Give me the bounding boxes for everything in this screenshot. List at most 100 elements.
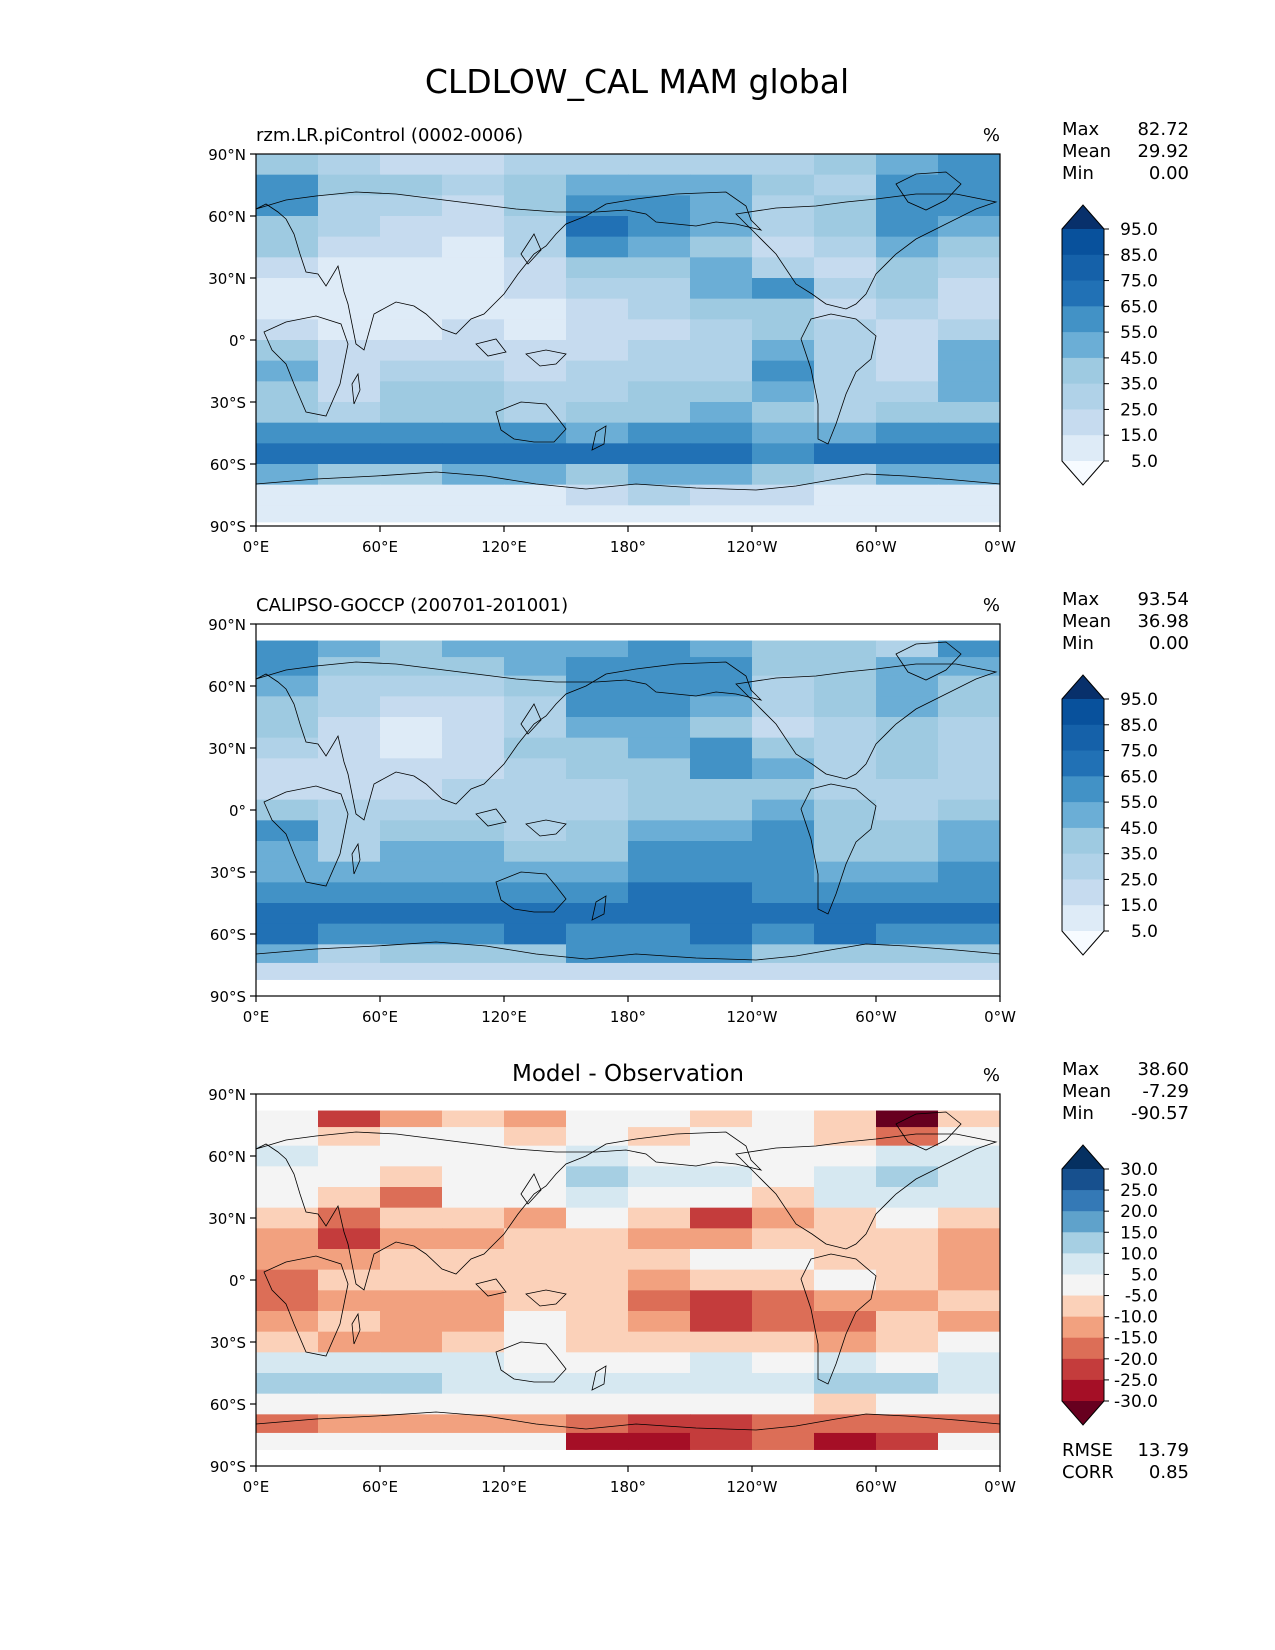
field-cell bbox=[504, 195, 567, 217]
field-cell bbox=[318, 1187, 381, 1209]
field-cell bbox=[876, 278, 939, 300]
colorbar-band bbox=[1062, 1274, 1104, 1297]
stat-label: Mean bbox=[1062, 1081, 1111, 1102]
field-cell bbox=[876, 1207, 939, 1229]
field-cell bbox=[628, 174, 691, 196]
panel-difference-field bbox=[256, 1094, 1000, 1466]
field-cell bbox=[938, 1269, 1000, 1291]
field-cell bbox=[318, 1110, 381, 1128]
field-cell bbox=[318, 1373, 381, 1395]
colorbar-label: 5.0 bbox=[1131, 452, 1158, 472]
field-cell bbox=[318, 257, 381, 279]
colorbar-band bbox=[1062, 229, 1104, 256]
field-cell bbox=[504, 319, 567, 341]
field-cell bbox=[318, 1166, 381, 1188]
field-cell bbox=[256, 505, 319, 523]
field-cell bbox=[566, 799, 629, 821]
field-cell bbox=[876, 799, 939, 821]
field-cell bbox=[566, 484, 629, 506]
field-cell bbox=[566, 841, 629, 863]
field-cell bbox=[380, 1352, 443, 1374]
field-cell bbox=[752, 1228, 815, 1250]
field-cell bbox=[504, 1432, 567, 1450]
field-cell bbox=[380, 1127, 443, 1147]
field-cell bbox=[318, 758, 381, 780]
colorbar-label: 85.0 bbox=[1120, 246, 1158, 266]
field-cell bbox=[752, 1393, 815, 1415]
field-cell bbox=[752, 195, 815, 217]
field-cell bbox=[690, 675, 753, 697]
panel-difference: Model - Observation % 90°N 60°N 30°N 0° 30°S… bbox=[208, 1061, 1016, 1496]
field-cell bbox=[256, 903, 319, 925]
field-cell bbox=[628, 1352, 691, 1374]
stat-label: Max bbox=[1062, 119, 1100, 140]
field-cell bbox=[938, 841, 1000, 863]
field-cell bbox=[566, 443, 629, 465]
colorbar-band bbox=[1062, 332, 1104, 359]
field-cell bbox=[628, 319, 691, 341]
field-cell bbox=[690, 1331, 753, 1353]
field-cell bbox=[380, 923, 443, 945]
colorbar-label: 15.0 bbox=[1120, 426, 1158, 446]
colorbar-extend-max bbox=[1062, 205, 1104, 229]
field-cell bbox=[318, 340, 381, 362]
field-cell bbox=[380, 737, 443, 759]
field-cell bbox=[814, 257, 877, 279]
field-cell bbox=[566, 1187, 629, 1209]
field-cell bbox=[690, 195, 753, 217]
field-cell bbox=[814, 216, 877, 238]
field-cell bbox=[938, 1228, 1000, 1250]
field-cell bbox=[938, 154, 1000, 176]
field-cell bbox=[442, 443, 505, 465]
field-cell bbox=[380, 1249, 443, 1271]
colorbar-label: 65.0 bbox=[1120, 767, 1158, 787]
field-cell bbox=[752, 944, 815, 964]
colorbar-label: -5.0 bbox=[1125, 1287, 1158, 1307]
field-cell bbox=[442, 154, 505, 176]
field-cell bbox=[814, 1249, 877, 1271]
colorbar-label: 55.0 bbox=[1120, 793, 1158, 813]
field-cell bbox=[752, 1331, 815, 1353]
field-cell bbox=[690, 1249, 753, 1271]
field-cell bbox=[814, 1228, 877, 1250]
field-cell bbox=[504, 1352, 567, 1374]
field-cell bbox=[938, 1352, 1000, 1374]
field-cell bbox=[380, 1393, 443, 1415]
colorbar-band bbox=[1062, 1190, 1104, 1212]
field-cell bbox=[938, 640, 1000, 658]
field-cell bbox=[256, 758, 319, 780]
field-cell bbox=[876, 962, 939, 980]
field-cell bbox=[504, 1207, 567, 1229]
field-cell bbox=[938, 923, 1000, 945]
field-cell bbox=[814, 1414, 877, 1434]
field-cell bbox=[690, 1166, 753, 1188]
field-cell bbox=[876, 298, 939, 320]
field-cell bbox=[628, 1166, 691, 1188]
field-cell bbox=[752, 443, 815, 465]
field-cell bbox=[938, 737, 1000, 759]
field-cell bbox=[628, 1290, 691, 1312]
y-tick-label: 30°S bbox=[210, 1334, 246, 1352]
field-cell bbox=[690, 464, 753, 486]
field-cell bbox=[256, 216, 319, 238]
field-cell bbox=[876, 861, 939, 883]
field-cell bbox=[876, 1414, 939, 1434]
colorbar-band bbox=[1062, 1295, 1104, 1318]
field-cell bbox=[442, 1145, 505, 1167]
colorbar-extend-min bbox=[1062, 1401, 1104, 1425]
field-cell bbox=[566, 236, 629, 258]
field-cell bbox=[566, 1207, 629, 1229]
field-cell bbox=[380, 1414, 443, 1434]
field-cell bbox=[752, 1414, 815, 1434]
stat-value: 82.72 bbox=[1137, 119, 1189, 140]
x-tick-label: 0°E bbox=[243, 1478, 270, 1496]
field-cell bbox=[380, 1432, 443, 1450]
field-cell bbox=[318, 195, 381, 217]
field-cell bbox=[814, 1373, 877, 1395]
field-cell bbox=[876, 464, 939, 486]
field-cell bbox=[938, 1393, 1000, 1415]
panel-observation-y-ticks: 90°N 60°N 30°N 0° 30°S 60°S 90°S bbox=[208, 616, 256, 1006]
colorbar-band bbox=[1062, 1232, 1104, 1254]
field-cell bbox=[504, 758, 567, 780]
field-cell bbox=[690, 923, 753, 945]
